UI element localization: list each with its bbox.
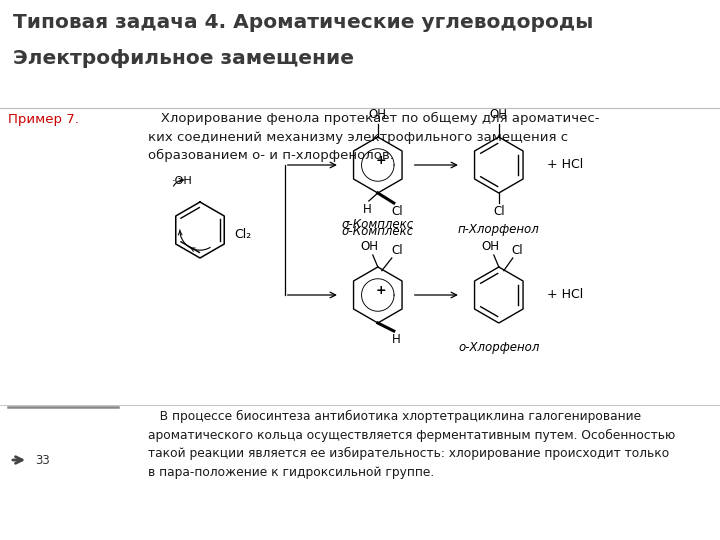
Text: ·OH: ·OH: [171, 176, 192, 186]
Text: Cl: Cl: [392, 244, 403, 257]
Text: H: H: [362, 203, 372, 216]
Text: Электрофильное замещение: Электрофильное замещение: [13, 49, 354, 68]
Text: OH: OH: [369, 108, 387, 121]
Text: +: +: [376, 153, 386, 166]
Text: Хлорирование фенола протекает по общему для ароматичес-
ких соединений механизму: Хлорирование фенола протекает по общему …: [148, 112, 600, 162]
Text: +: +: [376, 284, 386, 296]
Text: Типовая задача 4. Ароматические углеводороды: Типовая задача 4. Ароматические углеводо…: [13, 14, 593, 32]
Text: Cl: Cl: [493, 205, 505, 218]
Text: OH: OH: [361, 240, 379, 253]
Text: + HCl: + HCl: [546, 159, 583, 172]
Text: OH: OH: [482, 240, 500, 253]
Text: H: H: [392, 333, 400, 346]
Text: п-Хлорфенол: п-Хлорфенол: [458, 223, 540, 236]
Text: 33: 33: [35, 454, 50, 467]
Text: Cl: Cl: [512, 244, 523, 257]
Text: о-Хлорфенол: о-Хлорфенол: [458, 341, 539, 354]
Text: σ-Комплекс: σ-Комплекс: [342, 218, 414, 231]
Text: Пример 7.: Пример 7.: [8, 113, 79, 126]
Text: В процессе биосинтеза антибиотика хлортетрациклина галогенирование
ароматическог: В процессе биосинтеза антибиотика хлорте…: [148, 410, 675, 479]
Text: σ-Комплекс: σ-Комплекс: [342, 225, 414, 238]
Text: OH: OH: [490, 108, 508, 121]
Text: Cl: Cl: [392, 205, 403, 218]
Text: + HCl: + HCl: [546, 288, 583, 301]
Text: Cl₂: Cl₂: [234, 228, 251, 241]
